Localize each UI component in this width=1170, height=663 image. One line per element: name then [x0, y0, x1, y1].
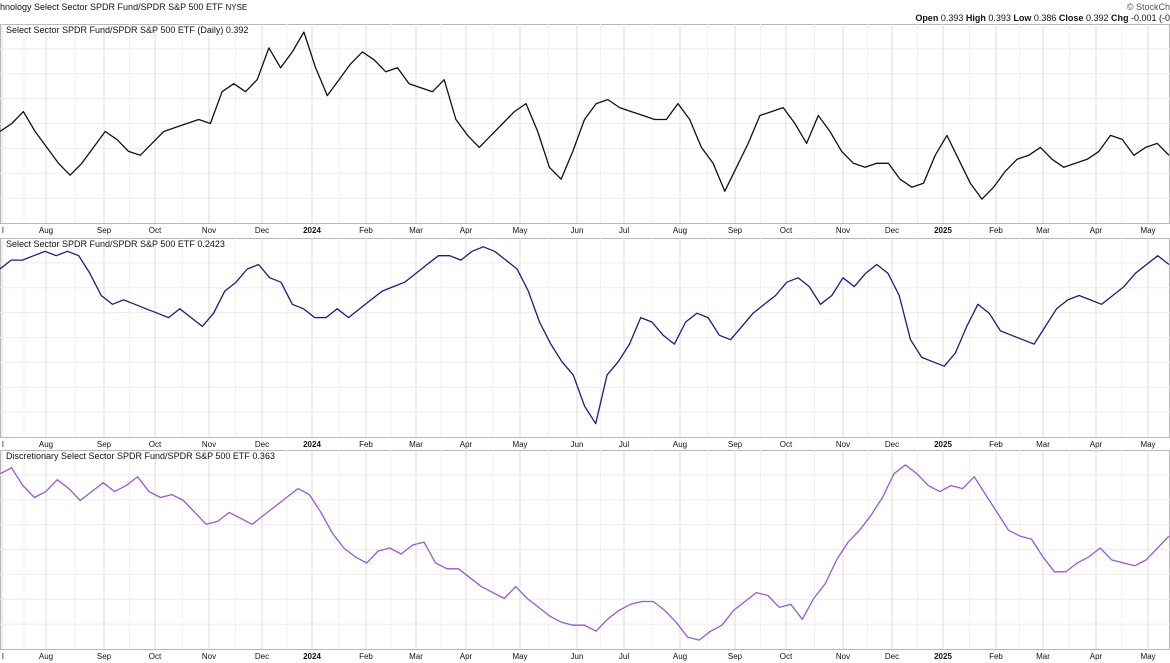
x-tick-label: Feb	[989, 226, 1003, 235]
ohlc-key-3: Close	[1058, 13, 1084, 23]
x-tick-label: May	[1140, 652, 1155, 661]
x-tick-label: Jun	[571, 652, 584, 661]
x-tick-label: Nov	[836, 440, 850, 449]
x-tick-label: Jul	[619, 226, 629, 235]
x-tick-label: 2024	[303, 226, 321, 235]
x-tick-label: Apr	[460, 652, 473, 661]
x-tick-label: Oct	[780, 652, 793, 661]
x-tick-label: Feb	[989, 652, 1003, 661]
ohlc-key-4: Chg	[1110, 13, 1129, 23]
x-tick-label: Aug	[39, 440, 53, 449]
x-tick-label: l	[2, 226, 4, 235]
x-tick-label: l	[2, 440, 4, 449]
series-line-1	[0, 31, 1170, 200]
stockcharts-logo: © StockCh	[1126, 2, 1170, 12]
x-tick-label: Feb	[359, 652, 373, 661]
x-tick-label: Oct	[149, 652, 162, 661]
x-tick-label: Dec	[885, 226, 899, 235]
horizontal-gridlines	[0, 262, 1170, 413]
ohlc-value-1: 0.393	[985, 13, 1014, 23]
x-tick-label: Feb	[989, 440, 1003, 449]
x-tick-label: May	[1140, 226, 1155, 235]
panel-3: Discretionary Select Sector SPDR Fund/SP…	[0, 450, 1170, 661]
x-tick-label: Oct	[780, 226, 793, 235]
x-tick-label: Sep	[97, 440, 112, 449]
x-tick-label: 2025	[934, 440, 952, 449]
ohlc-value-4: -0.001 (-0	[1128, 13, 1170, 23]
x-tick-label: Dec	[255, 652, 269, 661]
x-tick-label: Apr	[1090, 226, 1103, 235]
x-tick-label: Nov	[836, 652, 850, 661]
x-tick-label: Jul	[619, 440, 629, 449]
x-tick-label: Apr	[1090, 652, 1103, 661]
panel-2: Select Sector SPDR Fund/SPDR S&P 500 ETF…	[0, 238, 1170, 449]
x-tick-label: Nov	[202, 652, 216, 661]
horizontal-gridlines	[0, 474, 1170, 625]
panel-label-1: Select Sector SPDR Fund/SPDR S&P 500 ETF…	[6, 25, 248, 35]
x-tick-label: Mar	[1036, 440, 1050, 449]
x-tick-label: Aug	[39, 226, 53, 235]
x-tick-label: May	[512, 440, 527, 449]
x-tick-label: 2024	[303, 440, 321, 449]
x-tick-label: Jun	[571, 226, 584, 235]
chart-title: hnology Select Sector SPDR Fund/SPDR S&P…	[0, 2, 248, 12]
x-tick-label: Feb	[359, 226, 373, 235]
x-tick-label: Oct	[149, 440, 162, 449]
vertical-gridlines	[1, 450, 1149, 649]
panel-label-2: Select Sector SPDR Fund/SPDR S&P 500 ETF…	[6, 239, 225, 249]
x-tick-label: Oct	[149, 226, 162, 235]
x-tick-label: Feb	[359, 440, 373, 449]
x-tick-label: Sep	[728, 226, 743, 235]
ohlc-key-0: Open	[915, 13, 939, 23]
x-tick-label: Sep	[97, 652, 112, 661]
x-tick-label: l	[2, 652, 4, 661]
x-tick-label: Aug	[673, 226, 687, 235]
x-tick-label: Apr	[460, 440, 473, 449]
x-tick-label: Nov	[202, 226, 216, 235]
x-tick-label: Mar	[409, 652, 423, 661]
x-tick-label: Sep	[97, 226, 112, 235]
x-tick-label: Nov	[202, 440, 216, 449]
vertical-gridlines	[1, 24, 1149, 223]
x-tick-label: May	[512, 226, 527, 235]
x-tick-label: May	[512, 652, 527, 661]
horizontal-gridlines	[0, 48, 1170, 199]
x-tick-label: Oct	[780, 440, 793, 449]
x-tick-label: Aug	[673, 652, 687, 661]
x-tick-label: Jul	[619, 652, 629, 661]
series-line-3	[0, 464, 1170, 641]
x-tick-label: Nov	[836, 226, 850, 235]
x-tick-label: Apr	[460, 226, 473, 235]
ohlc-readout: Open 0.393 High 0.393 Low 0.386 Close 0.…	[915, 13, 1170, 23]
x-tick-label: Aug	[39, 652, 53, 661]
x-tick-label: May	[1140, 440, 1155, 449]
x-tick-label: Jun	[571, 440, 584, 449]
x-tick-label: Sep	[728, 652, 743, 661]
ohlc-value-0: 0.393	[938, 13, 966, 23]
x-tick-label: Apr	[1090, 440, 1103, 449]
x-tick-label: Sep	[728, 440, 743, 449]
x-tick-label: Dec	[255, 226, 269, 235]
x-tick-label: 2024	[303, 652, 321, 661]
x-tick-label: Mar	[1036, 652, 1050, 661]
panel-label-3: Discretionary Select Sector SPDR Fund/SP…	[6, 451, 275, 461]
x-tick-label: 2025	[934, 652, 952, 661]
ohlc-value-3: 0.392	[1083, 13, 1111, 23]
panel-1: Select Sector SPDR Fund/SPDR S&P 500 ETF…	[0, 24, 1170, 235]
ohlc-value-2: 0.386	[1031, 13, 1059, 23]
ohlc-key-1: High	[965, 13, 986, 23]
x-tick-label: Mar	[1036, 226, 1050, 235]
x-tick-label: Mar	[409, 440, 423, 449]
vertical-gridlines	[1, 238, 1149, 437]
x-tick-label: Mar	[409, 226, 423, 235]
x-tick-label: Dec	[885, 652, 899, 661]
x-tick-label: 2025	[934, 226, 952, 235]
ohlc-key-2: Low	[1013, 13, 1032, 23]
x-tick-label: Dec	[255, 440, 269, 449]
x-tick-label: Aug	[673, 440, 687, 449]
x-tick-label: Dec	[885, 440, 899, 449]
series-line-2	[0, 246, 1170, 425]
